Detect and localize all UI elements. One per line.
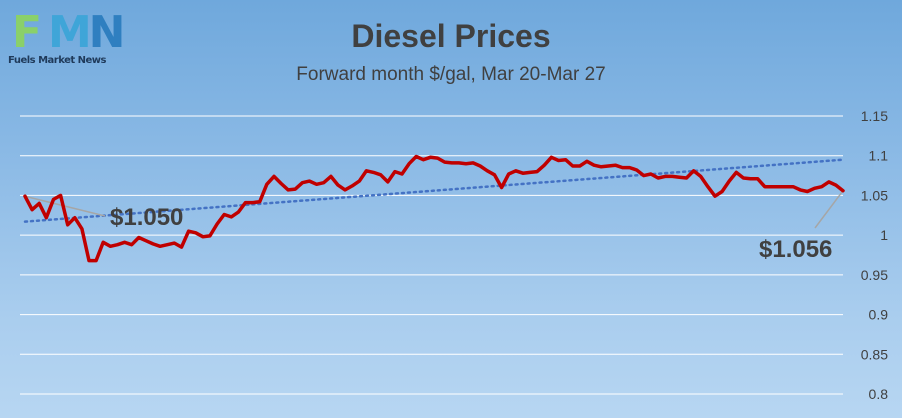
annotations: $1.050 $1.056 xyxy=(110,204,832,263)
y-tick-label: 1.05 xyxy=(861,187,888,203)
y-axis-ticks: 1.15 1.1 1.05 1 0.95 0.9 0.85 0.8 xyxy=(861,108,888,402)
trend-line xyxy=(23,158,845,223)
logo-letter-m: M xyxy=(48,7,92,58)
annotation-leader-start xyxy=(24,195,106,217)
chart-title: Diesel Prices xyxy=(351,18,551,54)
logo-letter-f: F xyxy=(11,7,43,58)
annotation-leader-end xyxy=(814,190,844,229)
y-tick-label: 1.15 xyxy=(861,108,888,124)
logo-letter-n: N xyxy=(88,7,126,58)
logo-tagline: Fuels Market News xyxy=(8,55,107,66)
y-tick-label: 0.8 xyxy=(869,386,889,402)
y-tick-label: 0.9 xyxy=(869,307,889,323)
y-tick-label: 1.1 xyxy=(869,148,889,164)
diesel-price-line xyxy=(23,154,845,263)
annotation-start-label: $1.050 xyxy=(110,204,183,231)
y-tick-label: 1 xyxy=(880,227,888,243)
series-lines xyxy=(23,154,845,263)
annotation-end-label: $1.056 xyxy=(759,236,832,263)
y-tick-label: 0.95 xyxy=(861,267,888,283)
y-tick-label: 0.85 xyxy=(861,346,888,362)
chart-subtitle: Forward month $/gal, Mar 20-Mar 27 xyxy=(296,64,606,85)
gridlines xyxy=(20,115,843,395)
fmn-logo: F M N Fuels Market News xyxy=(8,10,128,68)
